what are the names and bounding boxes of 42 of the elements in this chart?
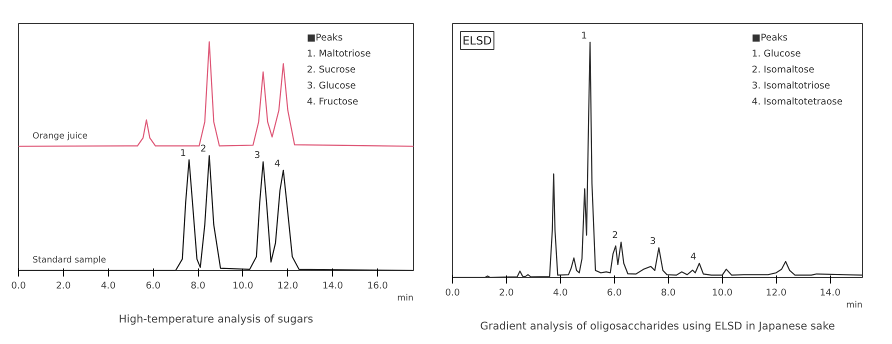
text: Gradient analysis of oligosaccharides using ELSD in Japanese sake bbox=[480, 320, 835, 332]
x-tick-label: 14.0 bbox=[820, 288, 841, 298]
series-label: Orange juice bbox=[32, 131, 88, 142]
x-axis-title: min bbox=[397, 294, 414, 304]
x-tick-label: 0.0 bbox=[11, 280, 26, 292]
annotation: 2. Isomaltose bbox=[752, 64, 815, 76]
annotation: 4 bbox=[274, 158, 280, 170]
annotation: 3. Isomaltotriose bbox=[752, 80, 830, 92]
x-tick-label: 14.0 bbox=[322, 280, 344, 292]
text: High-temperature analysis of sugars bbox=[118, 312, 314, 326]
x-tick-label: 16.0 bbox=[367, 280, 388, 292]
x-tick-label: 12.0 bbox=[766, 288, 787, 298]
x-axis-title: min bbox=[846, 300, 863, 310]
annotation: 2. Sucrose bbox=[306, 64, 356, 76]
x-tick-label: 4.0 bbox=[552, 288, 568, 298]
annotation: ■Peaks bbox=[752, 32, 788, 44]
x-tick-label: 6.0 bbox=[606, 288, 622, 298]
annotation: 4 bbox=[690, 251, 696, 262]
annotation: 1 bbox=[581, 30, 588, 42]
annotation: 1. Glucose bbox=[752, 48, 802, 60]
annotation: 1 bbox=[180, 148, 186, 159]
x-tick-label: 10.0 bbox=[712, 288, 733, 298]
annotation: 1. Maltotriose bbox=[306, 48, 372, 60]
annotation: 3 bbox=[650, 236, 656, 247]
annotation: 2 bbox=[200, 144, 206, 155]
series-label: Standard sample bbox=[32, 256, 106, 266]
x-tick-label: 6.0 bbox=[146, 280, 161, 292]
x-tick-label: 0.0 bbox=[445, 288, 460, 298]
chart-subtitle: ELSD bbox=[462, 34, 492, 48]
annotation: ■Peaks bbox=[306, 32, 343, 44]
x-tick-label: 8.0 bbox=[190, 280, 206, 292]
x-tick-label: 8.0 bbox=[660, 288, 676, 298]
x-tick-label: 2.0 bbox=[499, 288, 514, 298]
annotation: 3. Glucose bbox=[306, 80, 356, 92]
x-tick-label: 10.0 bbox=[232, 280, 254, 292]
annotation: 4. Fructose bbox=[306, 96, 358, 108]
x-tick-label: 2.0 bbox=[56, 280, 71, 292]
annotation: 2 bbox=[612, 230, 618, 242]
x-tick-label: 12.0 bbox=[277, 280, 298, 292]
annotation: 3 bbox=[254, 150, 260, 161]
annotation: 4. Isomaltotetraose bbox=[752, 96, 843, 108]
x-tick-label: 4.0 bbox=[100, 280, 116, 292]
